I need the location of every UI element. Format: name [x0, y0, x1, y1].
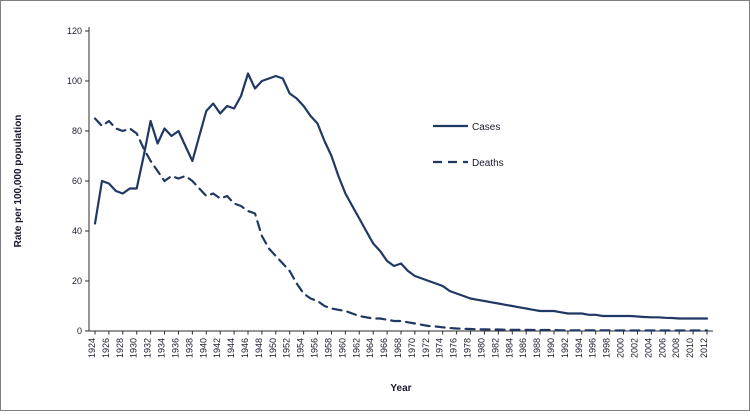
- y-tick-label: 80: [72, 126, 82, 136]
- y-tick-label: 40: [72, 226, 82, 236]
- x-tick-label: 1982: [490, 338, 500, 358]
- legend-label-deaths: Deaths: [472, 158, 504, 169]
- x-tick-label: 1932: [143, 338, 153, 358]
- x-tick-label: 1960: [337, 338, 347, 358]
- y-axis-title: Rate per 100,000 population: [13, 115, 24, 248]
- x-tick-label: 1942: [212, 338, 222, 358]
- y-tick-label: 20: [72, 276, 82, 286]
- x-tick-label: 1934: [157, 338, 167, 358]
- data-series: [93, 72, 709, 332]
- x-tick-label: 1976: [449, 338, 459, 358]
- legend-entry-deaths: Deaths: [433, 158, 504, 169]
- x-tick-label: 2004: [643, 338, 653, 358]
- x-tick-label: 1946: [240, 338, 250, 358]
- x-tick-label: 1952: [282, 338, 292, 358]
- y-tick-label: 100: [67, 76, 82, 86]
- x-tick-label: 1944: [226, 338, 236, 358]
- x-tick-label: 1948: [254, 338, 264, 358]
- x-tick-label: 1970: [407, 338, 417, 358]
- x-tick-label: 2010: [685, 338, 695, 358]
- deaths-line: [93, 117, 709, 332]
- x-tick-label: 1988: [532, 338, 542, 358]
- x-tick-label: 1956: [310, 338, 320, 358]
- cases-line: [93, 72, 709, 320]
- tick-marks: [85, 30, 708, 335]
- x-tick-label: 1950: [268, 338, 278, 358]
- x-tick-label: 1964: [365, 338, 375, 358]
- legend: Cases Deaths: [433, 122, 504, 169]
- axes: [88, 27, 713, 332]
- y-tick-label: 120: [67, 26, 82, 36]
- legend-entry-cases: Cases: [433, 122, 500, 133]
- x-tick-label: 1974: [435, 338, 445, 358]
- x-tick-label: 1930: [129, 338, 139, 358]
- x-axis-title: Year: [390, 383, 411, 394]
- x-tick-label: 1962: [351, 338, 361, 358]
- x-tick-label: 2002: [629, 338, 639, 358]
- x-tick-label: 2008: [671, 338, 681, 358]
- x-tick-label: 1984: [504, 338, 514, 358]
- x-tick-label: 1958: [323, 338, 333, 358]
- x-tick-label: 1926: [101, 338, 111, 358]
- x-tick-label: 1928: [115, 338, 125, 358]
- y-tick-label: 60: [72, 176, 82, 186]
- x-tick-label: 1968: [393, 338, 403, 358]
- x-tick-label: 1996: [588, 338, 598, 358]
- x-tick-label: 2000: [616, 338, 626, 358]
- x-tick-label: 1938: [184, 338, 194, 358]
- x-tick-label: 1936: [170, 338, 180, 358]
- x-tick-label: 1940: [198, 338, 208, 358]
- x-tick-label: 1986: [518, 338, 528, 358]
- y-tick-label: 0: [77, 326, 82, 336]
- x-tick-label: 1980: [476, 338, 486, 358]
- x-tick-label: 1994: [574, 338, 584, 358]
- x-tick-label: 1924: [87, 338, 97, 358]
- x-tick-label: 1992: [560, 338, 570, 358]
- x-tick-label: 2006: [657, 338, 667, 358]
- x-tick-label: 1990: [546, 338, 556, 358]
- x-tick-label: 2012: [699, 338, 709, 358]
- x-tick-label: 1972: [421, 338, 431, 358]
- x-tick-label: 1954: [296, 338, 306, 358]
- x-tick-label: 1998: [602, 338, 612, 358]
- x-tick-label: 1966: [379, 338, 389, 358]
- legend-label-cases: Cases: [472, 122, 500, 133]
- x-tick-label: 1978: [463, 338, 473, 358]
